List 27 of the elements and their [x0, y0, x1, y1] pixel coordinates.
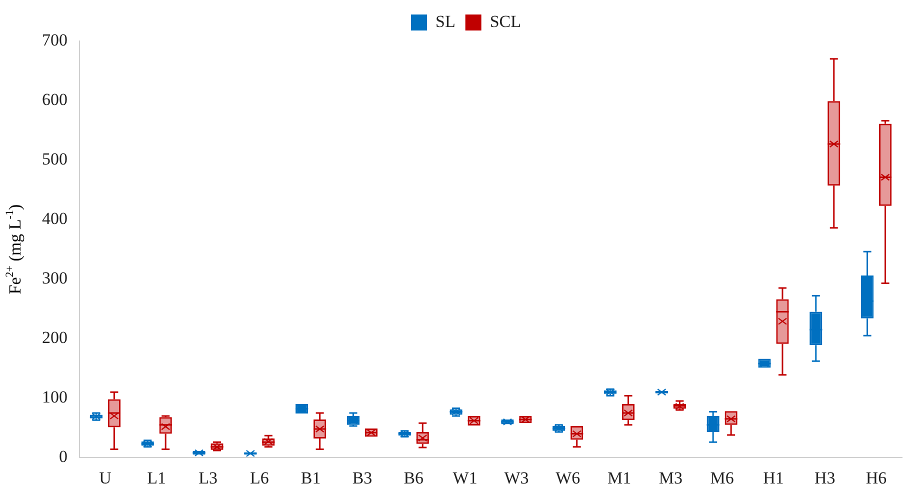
y-tick-label: 700: [42, 30, 68, 50]
x-tick-label: B1: [300, 468, 321, 488]
x-tick-label: W6: [556, 468, 580, 488]
legend-label: SL: [435, 12, 456, 31]
x-tick-label: W1: [452, 468, 478, 488]
y-tick-label: 200: [42, 328, 68, 348]
x-tick-label: L6: [250, 468, 269, 488]
x-tick-label: H3: [814, 468, 836, 488]
y-tick-label: 600: [42, 90, 68, 109]
x-tick-label: H6: [866, 468, 887, 488]
x-tick-label: B3: [352, 468, 372, 488]
x-tick-label: W3: [504, 468, 529, 488]
y-tick-label: 400: [42, 209, 68, 228]
x-tick-label: B6: [404, 468, 424, 488]
y-tick-label: 500: [42, 149, 68, 168]
y-tick-label: 300: [42, 268, 68, 288]
y-axis-title: Fe2+ (mg L-1): [4, 204, 24, 294]
x-tick-label: M3: [658, 468, 682, 488]
x-tick-label: L1: [147, 468, 166, 488]
legend-label: SCL: [490, 12, 522, 31]
y-tick-label: 100: [42, 388, 68, 407]
x-tick-label: U: [99, 468, 112, 488]
y-tick-label: 0: [59, 447, 68, 466]
x-tick-label: L3: [198, 468, 218, 488]
x-tick-label: M6: [710, 468, 734, 488]
x-tick-label: H1: [763, 468, 784, 488]
x-tick-label: M1: [607, 468, 632, 488]
